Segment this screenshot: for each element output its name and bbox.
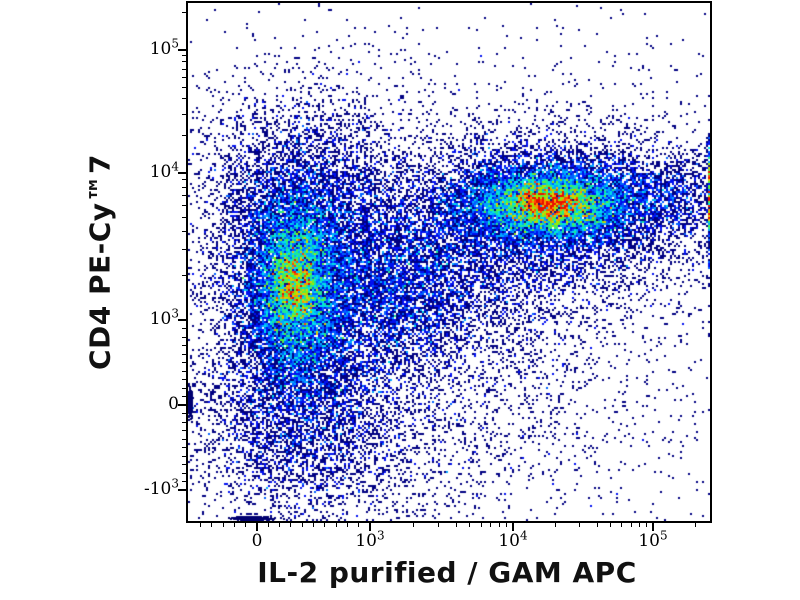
y-minor-tick [182,179,186,181]
y-minor-tick [182,455,186,457]
y-major-tick [178,172,186,174]
x-minor-tick [498,523,500,527]
x-minor-tick [638,523,640,527]
x-minor-tick [233,523,235,527]
plot-frame [186,1,712,523]
x-minor-tick [290,523,292,527]
y-minor-tick [182,55,186,57]
y-minor-tick [182,421,186,423]
y-minor-tick [182,76,186,78]
x-minor-tick [200,523,201,527]
x-major-tick [369,523,371,531]
y-minor-tick [182,249,186,251]
y-minor-tick [182,113,186,115]
x-minor-tick [313,523,314,527]
y-minor-tick [182,345,186,346]
y-tick-label: -103 [143,476,179,499]
y-major-tick [178,49,186,51]
x-minor-tick [490,523,492,527]
y-minor-tick [182,68,186,70]
x-minor-tick [579,523,581,527]
y-minor-tick [182,379,186,380]
x-minor-tick [694,523,696,527]
x-minor-tick [630,523,632,527]
x-minor-tick [610,523,612,527]
y-tick-label: 104 [149,159,179,182]
y-minor-tick [182,230,186,232]
y-minor-tick [182,413,186,414]
x-minor-tick [211,523,213,527]
y-minor-tick [182,447,186,448]
y-minor-tick [182,205,186,207]
y-minor-tick [182,98,186,100]
x-minor-tick [596,523,598,527]
x-minor-tick [245,523,247,527]
y-minor-tick [182,387,186,389]
y-minor-tick [182,275,186,277]
y-tick-label: 105 [149,36,179,59]
y-minor-tick [182,328,186,329]
y-minor-tick [182,12,186,14]
y-minor-tick [182,481,186,482]
x-minor-tick [358,523,360,527]
y-axis-title: CD4 PE-Cy™7 [83,153,117,371]
y-minor-tick [182,186,186,188]
x-minor-tick [455,523,457,527]
y-major-tick [178,489,186,491]
x-minor-tick [346,523,348,527]
x-minor-tick [267,523,269,527]
x-tick-label: 103 [355,528,385,551]
x-minor-tick [621,523,623,527]
x-tick-label: 105 [638,528,668,551]
x-major-tick [652,523,654,531]
x-minor-tick [480,523,482,527]
y-major-tick [178,404,186,406]
y-minor-tick [182,86,186,88]
x-tick-label: 104 [498,528,528,551]
y-minor-tick [182,370,186,372]
x-minor-tick [279,523,281,527]
y-minor-tick [182,61,186,63]
x-major-tick [256,523,258,531]
x-minor-tick [469,523,471,527]
y-major-tick [178,319,186,321]
x-minor-tick [335,523,337,527]
x-tick-label: 0 [251,531,263,551]
x-minor-tick [412,523,414,527]
x-minor-tick [554,523,556,527]
y-minor-tick [182,438,186,440]
y-minor-tick [182,430,186,431]
y-minor-tick [182,216,186,218]
x-minor-tick [505,523,507,527]
density-scatter-canvas [188,3,710,521]
y-minor-tick [182,135,186,137]
y-minor-tick [182,195,186,197]
y-minor-tick [182,353,186,355]
y-minor-tick [182,472,186,474]
y-minor-tick [182,464,186,465]
y-minor-tick [182,362,186,363]
x-axis-title: IL-2 purified / GAM APC [257,556,637,589]
y-tick-label: 103 [149,306,179,329]
y-minor-tick [182,336,186,338]
x-minor-tick [301,523,303,527]
y-minor-tick [182,396,186,397]
x-major-tick [512,523,514,531]
x-minor-tick [324,523,326,527]
x-minor-tick [646,523,648,527]
x-minor-tick [437,523,439,527]
y-tick-label: 0 [168,394,179,414]
x-minor-tick [222,523,224,527]
